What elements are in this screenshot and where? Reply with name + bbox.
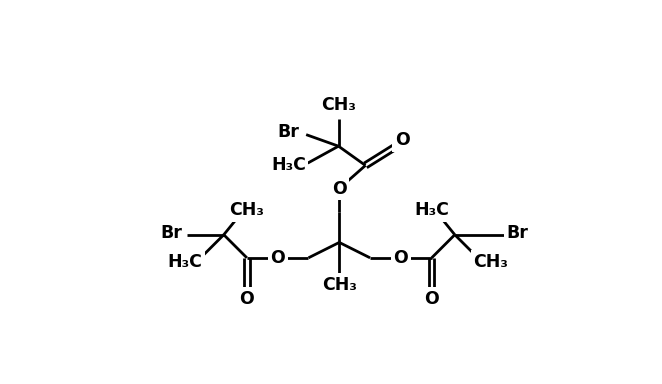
Text: CH₃: CH₃ [473, 253, 508, 271]
Text: H₃C: H₃C [414, 201, 449, 219]
Text: Br: Br [160, 224, 182, 242]
Text: Br: Br [506, 224, 528, 242]
Text: O: O [395, 131, 410, 149]
Text: O: O [240, 290, 254, 308]
Text: Br: Br [277, 123, 299, 141]
Text: H₃C: H₃C [167, 253, 202, 271]
Text: CH₃: CH₃ [321, 96, 356, 114]
Text: O: O [332, 180, 347, 197]
Text: O: O [270, 249, 285, 267]
Text: CH₃: CH₃ [230, 201, 264, 219]
Text: CH₃: CH₃ [322, 276, 357, 294]
Text: O: O [393, 249, 408, 267]
Text: H₃C: H₃C [271, 156, 306, 174]
Text: O: O [424, 290, 439, 308]
